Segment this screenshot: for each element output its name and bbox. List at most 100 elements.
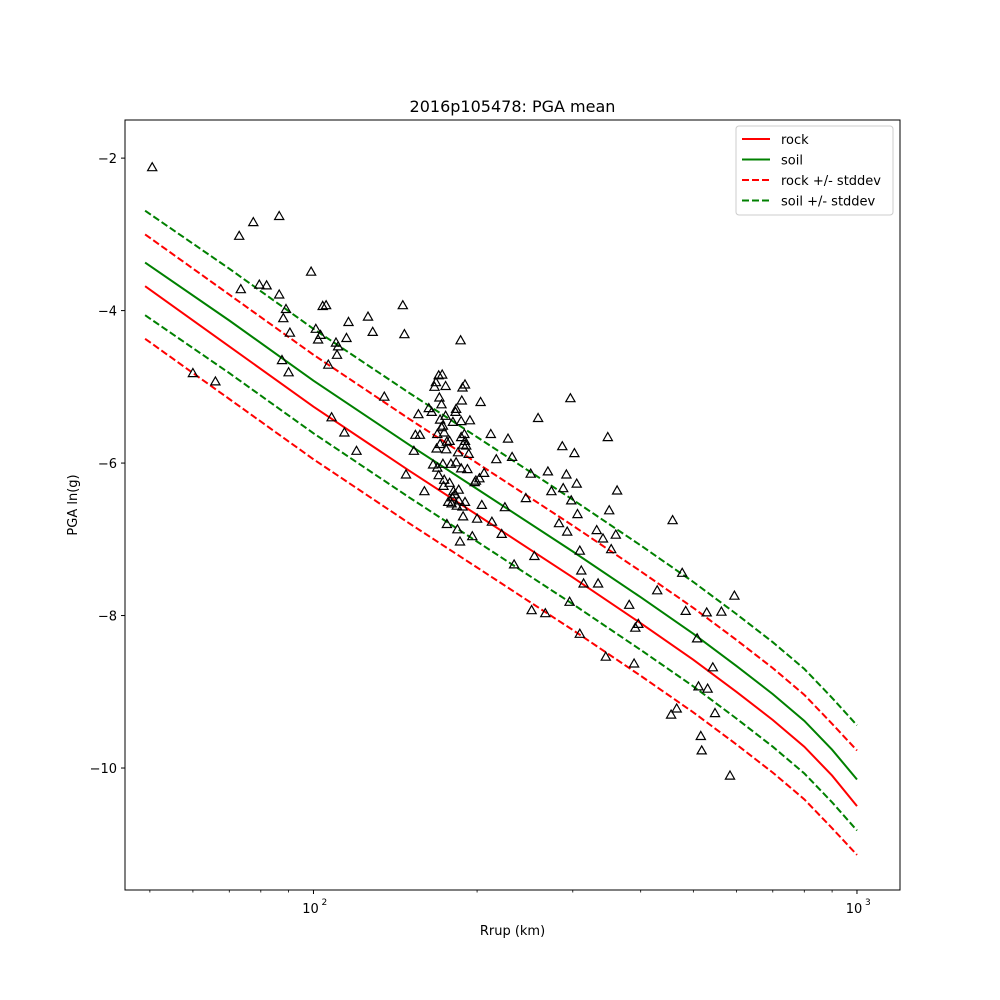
y-axis-label: PGA ln(g) [66, 474, 81, 535]
data-point [456, 381, 469, 392]
data-point [724, 769, 736, 780]
data-point [676, 567, 688, 577]
data-point [666, 514, 679, 525]
data-point [146, 161, 158, 172]
y-tick-label: −6 [98, 457, 117, 472]
data-point [350, 445, 363, 455]
data-point [450, 456, 462, 467]
series-line-5 [144, 314, 858, 832]
data-point [611, 484, 623, 495]
data-point [539, 607, 551, 618]
data-point [253, 278, 265, 289]
data-point [338, 426, 351, 437]
data-point [310, 323, 322, 333]
data-point [545, 485, 558, 496]
data-point [485, 428, 497, 439]
data-point [525, 467, 537, 478]
series-line-1 [144, 261, 858, 781]
data-point [568, 447, 581, 458]
y-tick-label: −4 [98, 305, 117, 320]
data-point [603, 504, 615, 515]
data-point [437, 457, 449, 468]
data-point [459, 378, 471, 389]
data-point [443, 477, 456, 487]
data-point [553, 517, 565, 528]
data-point [367, 326, 379, 336]
data-point [322, 358, 334, 369]
data-point [342, 316, 355, 327]
data-point [449, 406, 462, 416]
data-point [486, 515, 498, 526]
legend-box [735, 125, 894, 216]
plot-frame [124, 119, 901, 891]
data-point [490, 453, 502, 464]
data-point [454, 334, 467, 345]
data-point [528, 550, 541, 561]
legend-label: soil [781, 154, 803, 169]
x-tick-exponent: 3 [865, 898, 871, 908]
data-point [427, 458, 439, 469]
y-tick-label: −2 [98, 152, 117, 167]
data-point [459, 435, 471, 445]
data-point [441, 435, 453, 446]
data-point [532, 412, 544, 423]
data-point [317, 300, 329, 311]
data-point [325, 411, 338, 422]
data-point [446, 491, 458, 502]
data-point [478, 467, 490, 477]
data-point [542, 465, 554, 476]
data-point [707, 661, 719, 672]
data-point [696, 744, 708, 755]
data-point [284, 326, 296, 337]
data-point [502, 432, 514, 443]
chart-title: 2016p105478: PGA mean [410, 97, 616, 116]
data-point [610, 528, 622, 539]
data-point [671, 702, 683, 713]
data-point [560, 468, 573, 479]
data-point [564, 392, 577, 403]
data-point [474, 396, 487, 407]
x-tick-label: 10 [846, 902, 863, 917]
data-point [456, 394, 468, 405]
data-point [471, 512, 483, 523]
data-point [412, 408, 425, 419]
data-point [454, 535, 466, 546]
data-point [556, 440, 568, 451]
data-point [435, 398, 448, 409]
data-point [499, 501, 511, 512]
data-point [408, 445, 420, 455]
data-point [455, 415, 467, 426]
data-point [701, 682, 714, 693]
data-point [628, 657, 640, 668]
data-point [571, 477, 583, 488]
series-line-2 [144, 233, 858, 752]
data-point [597, 532, 609, 543]
data-point [443, 435, 456, 445]
data-point [414, 429, 426, 439]
data-point [440, 443, 452, 454]
data-point [557, 482, 569, 493]
data-point [438, 426, 450, 437]
data-point [438, 473, 450, 484]
data-point [398, 328, 411, 339]
data-point [320, 299, 332, 310]
y-tick-label: −10 [90, 762, 117, 777]
data-point [565, 494, 577, 505]
data-point [709, 707, 721, 718]
data-point [235, 283, 247, 294]
data-point [715, 605, 728, 616]
x-tick-label: 10 [302, 902, 319, 917]
data-point [525, 604, 538, 615]
data-point [574, 544, 586, 555]
data-point [691, 632, 703, 643]
data-point [433, 369, 445, 380]
data-point [455, 462, 467, 473]
data-point [651, 584, 663, 595]
data-point [282, 366, 295, 377]
data-point [563, 595, 576, 606]
y-tick-label: −8 [98, 610, 117, 625]
data-point [439, 409, 452, 420]
data-point [273, 210, 285, 221]
data-point [260, 279, 273, 290]
data-point [441, 518, 453, 529]
